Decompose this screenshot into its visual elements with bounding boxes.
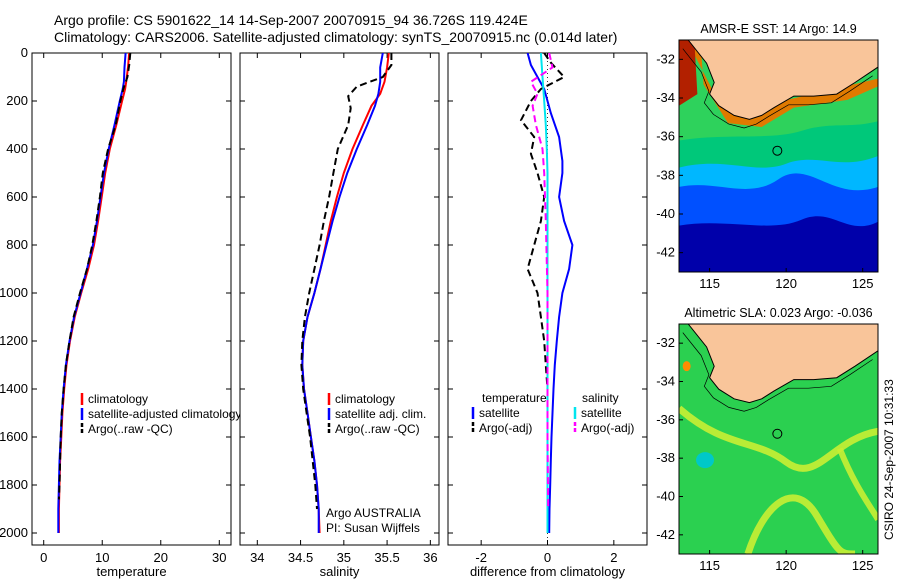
panel-sla-map: 115 120 125 -32 -34 -36 -38 -40 -42 Altimetric SL… xyxy=(656,306,879,573)
map-y-tick-label: -32 xyxy=(656,51,675,66)
sla-ridge-2 xyxy=(744,494,856,554)
plot-frame xyxy=(239,52,440,546)
legend-diff-2-label: satellite xyxy=(581,406,622,420)
map-y-tick-label: -42 xyxy=(656,245,675,260)
y-tick-label: 2000 xyxy=(0,525,28,540)
map-field-sla-map xyxy=(679,324,878,554)
annotation-line-0: Argo AUSTRALIA xyxy=(326,506,421,520)
x-tick-label: 0 xyxy=(40,550,47,565)
map-y-tick-label: -38 xyxy=(656,167,675,182)
map-frame xyxy=(678,323,879,555)
sla-high-spot xyxy=(682,361,691,372)
map-x-tick-label: 125 xyxy=(852,276,874,291)
x-tick-label: 30 xyxy=(212,550,226,565)
map-x-tick-label: 120 xyxy=(775,276,797,291)
sla-low-eddy xyxy=(696,452,715,469)
map-x-tick-label: 115 xyxy=(699,558,720,573)
map-y-tick-label: -34 xyxy=(656,90,675,105)
y-tick-label: 800 xyxy=(6,237,28,252)
coastline xyxy=(687,40,878,120)
y-tick-label: 1000 xyxy=(0,285,28,300)
figure-title-line1: Argo profile: CS 5901622_14 14-Sep-2007 … xyxy=(54,12,528,28)
x-tick-label: 34 xyxy=(250,550,264,565)
y-tick-label: 1400 xyxy=(0,381,28,396)
float-position-marker xyxy=(772,145,783,156)
series-line-difference-0 xyxy=(526,53,574,534)
legend-diff-0-label: satellite xyxy=(479,406,520,420)
y-tick-label: 0 xyxy=(21,45,28,60)
y-tick-label: 1600 xyxy=(0,429,28,444)
float-position-marker xyxy=(772,428,783,439)
map-x-tick-label: 120 xyxy=(775,558,797,573)
map-title: Altimetric SLA: 0.023 Argo: -0.036 xyxy=(684,306,872,320)
legend-salinity-2-label: Argo(..raw -QC) xyxy=(335,422,420,436)
series-line-salinity-2 xyxy=(300,53,393,510)
map-y-tick-label: -34 xyxy=(656,374,675,389)
map-y-tick-label: -40 xyxy=(656,206,675,221)
x-tick-label: 10 xyxy=(95,550,109,565)
map-x-tick-label: 125 xyxy=(852,558,874,573)
timestamp-side-label: CSIRO 24-Sep-2007 10:31:33 xyxy=(882,379,896,540)
panel-sst-map: 115 120 125 -32 -34 -36 -38 -40 -42 AMSR-E SST: 1… xyxy=(656,22,879,291)
series-line-temperature-2 xyxy=(57,53,132,500)
x-axis-label: salinity xyxy=(320,564,360,579)
series-line-difference-2 xyxy=(539,53,549,533)
panel-salinity: 34 34.5 35 35.5 36 salinity climatologysatelli… xyxy=(239,52,440,579)
figure-title-line2: Climatology: CARS2006. Satellite-adjuste… xyxy=(54,29,618,45)
x-tick-label: 2 xyxy=(610,550,617,565)
shelf-contour xyxy=(682,48,873,129)
x-tick-label: 34.5 xyxy=(288,550,313,565)
y-tick-label: 1200 xyxy=(0,333,28,348)
series-line-difference-3 xyxy=(529,53,554,510)
x-axis-label: temperature xyxy=(96,564,166,579)
legend-header-salinity: salinity xyxy=(582,391,619,405)
y-tick-label: 200 xyxy=(6,93,28,108)
series-line-salinity-1 xyxy=(301,53,384,533)
x-tick-label: 0 xyxy=(544,550,551,565)
x-tick-label: 35 xyxy=(337,550,351,565)
shelf-contour xyxy=(682,332,873,412)
sla-ridge-1 xyxy=(679,405,878,472)
map-title: AMSR-E SST: 14 Argo: 14.9 xyxy=(700,22,856,36)
map-field-sst-map xyxy=(679,40,878,272)
legend-temperature-2-label: Argo(..raw -QC) xyxy=(88,422,173,436)
legend-salinity-1-label: satellite adj. clim. xyxy=(335,407,426,421)
map-frame xyxy=(678,39,879,273)
panel-temperature: 0 10 20 30 0 200 400 600 800 1000 1200 1400 1600 1800… xyxy=(0,45,241,579)
map-y-tick-label: -32 xyxy=(656,335,675,350)
plot-frame xyxy=(31,52,232,546)
land-mass xyxy=(688,40,878,120)
legend-salinity-0-label: climatology xyxy=(335,392,395,406)
x-axis-label: difference from climatology xyxy=(470,564,626,579)
map-y-tick-label: -40 xyxy=(656,489,675,504)
x-tick-label: 35.5 xyxy=(374,550,399,565)
legend-diff-1-label: Argo(-adj) xyxy=(479,421,532,435)
map-x-tick-label: 115 xyxy=(699,276,720,291)
x-tick-label: 36 xyxy=(423,550,437,565)
sst-coastal-warm xyxy=(679,40,698,106)
legend-header-temperature: temperature xyxy=(482,391,547,405)
y-tick-label: 600 xyxy=(6,189,28,204)
map-y-tick-label: -36 xyxy=(656,412,675,427)
series-line-difference-1 xyxy=(519,53,566,500)
y-tick-label: 1800 xyxy=(0,477,28,492)
map-y-tick-label: -42 xyxy=(656,527,675,542)
sla-ridge-3 xyxy=(836,447,878,521)
legend-temperature-1-label: satellite-adjusted climatology xyxy=(88,407,241,421)
x-tick-label: -2 xyxy=(475,550,487,565)
coastline xyxy=(687,324,878,404)
x-tick-label: 20 xyxy=(154,550,168,565)
legend-diff-3-label: Argo(-adj) xyxy=(581,421,634,435)
map-y-tick-label: -38 xyxy=(656,450,675,465)
y-tick-label: 400 xyxy=(6,141,28,156)
legend-temperature-0-label: climatology xyxy=(88,392,148,406)
map-y-tick-label: -36 xyxy=(656,129,675,144)
annotation-line-1: PI: Susan Wijffels xyxy=(326,521,420,535)
land-mass xyxy=(688,324,878,403)
